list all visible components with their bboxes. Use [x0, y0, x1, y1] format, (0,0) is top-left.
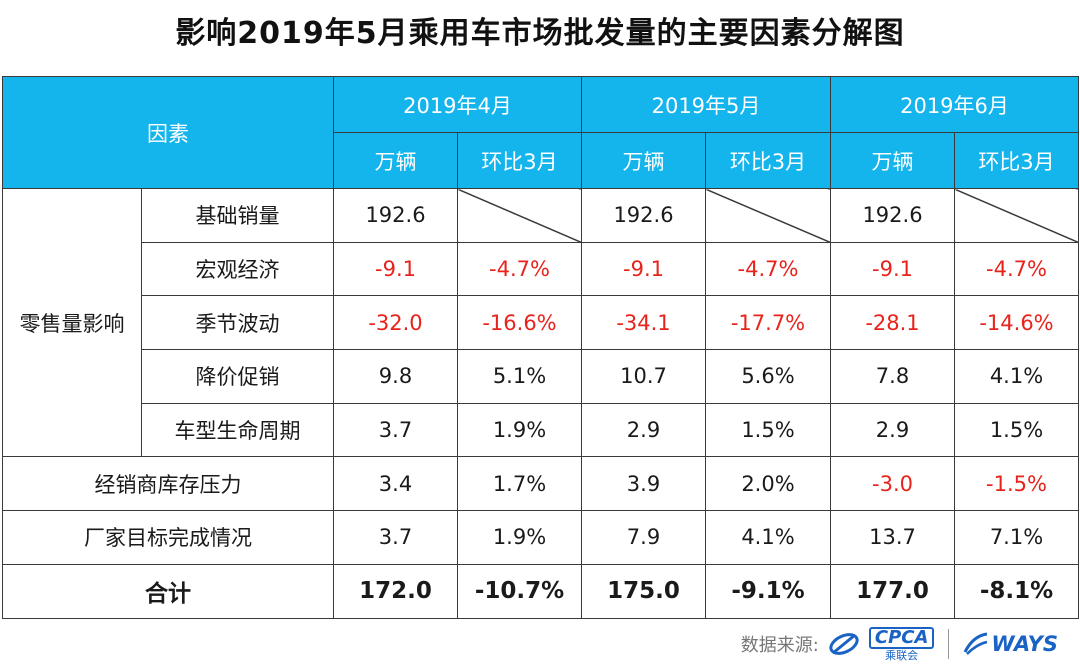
cell: 1.9%	[457, 510, 582, 565]
cell: -3.0	[830, 456, 955, 512]
cell: -1.5%	[954, 456, 1079, 512]
row-label: 厂家目标完成情况	[2, 510, 334, 565]
cell: -34.1	[581, 295, 706, 351]
cell: 13.7	[830, 510, 955, 565]
cell: 10.7	[581, 349, 706, 404]
cell: 192.6	[333, 188, 458, 243]
header-unit: 万辆	[830, 132, 955, 189]
header-month-may: 2019年5月	[581, 76, 831, 133]
total-cell: -8.1%	[954, 563, 1079, 619]
cell: -14.6%	[954, 295, 1079, 351]
total-cell: -9.1%	[705, 563, 831, 619]
table-row: 宏观经济 -9.1 -4.7% -9.1 -4.7% -9.1 -4.7%	[3, 241, 1079, 297]
cell: -9.1	[581, 241, 706, 297]
total-label: 合计	[2, 563, 334, 619]
ways-logo: WAYS	[963, 632, 1058, 656]
cell: -4.7%	[705, 241, 831, 297]
header-factor: 因素	[2, 76, 334, 189]
header-unit: 万辆	[581, 132, 706, 189]
cell: 5.1%	[457, 349, 582, 404]
logo-divider	[948, 629, 950, 659]
ways-logo-text: WAYS	[991, 632, 1058, 656]
ways-swoosh-icon	[964, 632, 988, 655]
cell: 9.8	[333, 349, 458, 404]
cell: 1.5%	[954, 402, 1079, 458]
total-cell: -10.7%	[457, 563, 582, 619]
cell: 1.7%	[457, 456, 582, 512]
cell: 4.1%	[954, 349, 1079, 404]
total-row: 合计 172.0 -10.7% 175.0 -9.1% 177.0 -8.1%	[2, 563, 1079, 619]
header-mom: 环比3月	[457, 132, 582, 189]
header-row-metrics: 万辆 环比3月 万辆 环比3月 万辆 环比3月	[3, 132, 1079, 189]
header-row-months: 因素 2019年4月 2019年5月 2019年6月	[2, 76, 1079, 189]
cell: 7.8	[830, 349, 955, 404]
cell: -4.7%	[954, 241, 1079, 297]
cpca-logo-text: CPCA	[868, 627, 935, 649]
cell: 3.7	[333, 510, 458, 565]
cpca-logo: CPCA 乘联会	[868, 627, 935, 662]
table-row: 零售量影响 基础销量 192.6 192.6 192.6	[2, 187, 1079, 458]
cell: 4.1%	[705, 510, 831, 565]
table-row: 经销商库存压力 3.4 1.7% 3.9 2.0% -3.0 -1.5%	[2, 456, 1079, 512]
cell: -9.1	[333, 241, 458, 297]
cell: 7.1%	[954, 510, 1079, 565]
cpca-logo-subtext: 乘联会	[885, 649, 919, 662]
cell: 2.9	[830, 402, 955, 458]
table-row: 季节波动 -32.0 -16.6% -34.1 -17.7% -28.1 -14…	[3, 295, 1079, 351]
table-row: 厂家目标完成情况 3.7 1.9% 7.9 4.1% 13.7 7.1%	[2, 510, 1079, 565]
total-cell: 177.0	[830, 563, 955, 619]
cell: -28.1	[830, 295, 955, 351]
cell: -16.6%	[457, 295, 582, 351]
cell: 7.9	[581, 510, 706, 565]
total-cell: 175.0	[581, 563, 706, 619]
source-footer: 数据来源: CPCA 乘联会 WAYS	[741, 626, 1058, 662]
cell: 1.5%	[705, 402, 831, 458]
row-label: 经销商库存压力	[2, 456, 334, 512]
cell: 5.6%	[705, 349, 831, 404]
cell: 3.9	[581, 456, 706, 512]
header-mom: 环比3月	[954, 132, 1079, 189]
page-title: 影响2019年5月乘用车市场批发量的主要因素分解图	[175, 16, 905, 51]
group-label: 零售量影响	[2, 187, 142, 458]
cell: 3.4	[333, 456, 458, 512]
cell: 192.6	[581, 188, 706, 243]
factor-table: 因素 2019年4月 2019年5月 2019年6月 万辆 环比3月 万辆 环比…	[2, 76, 1079, 619]
cell: 3.7	[333, 402, 458, 458]
table-row: 降价促销 9.8 5.1% 10.7 5.6% 7.8 4.1%	[3, 349, 1079, 404]
cell: 2.9	[581, 402, 706, 458]
source-label: 数据来源:	[740, 635, 819, 656]
header-mom: 环比3月	[705, 132, 831, 189]
header-month-apr: 2019年4月	[333, 76, 582, 133]
cell: -9.1	[830, 241, 955, 297]
row-label: 季节波动	[141, 295, 334, 351]
cell: 192.6	[830, 188, 955, 243]
cell: -17.7%	[705, 295, 831, 351]
row-label: 基础销量	[141, 188, 334, 243]
row-label: 降价促销	[141, 349, 334, 404]
cell: -4.7%	[457, 241, 582, 297]
total-cell: 172.0	[333, 563, 458, 619]
cell: -32.0	[333, 295, 458, 351]
diagonal-empty-cell	[457, 188, 582, 243]
cell: 2.0%	[705, 456, 831, 512]
table-row: 车型生命周期 3.7 1.9% 2.9 1.5% 2.9 1.5%	[3, 402, 1079, 458]
row-label: 车型生命周期	[141, 402, 334, 458]
diagonal-empty-cell	[954, 188, 1079, 243]
cell: 1.9%	[457, 402, 582, 458]
cpca-swoosh-icon	[829, 633, 859, 655]
header-unit: 万辆	[333, 132, 458, 189]
diagonal-empty-cell	[705, 188, 831, 243]
header-month-jun: 2019年6月	[830, 76, 1079, 133]
row-label: 宏观经济	[141, 241, 334, 297]
